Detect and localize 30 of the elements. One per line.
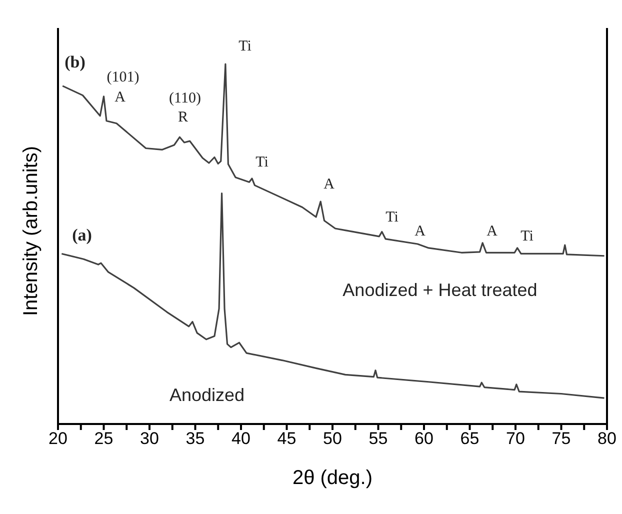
annotation: Ti (520, 228, 534, 244)
annotation: Anodized + Heat treated (342, 280, 538, 300)
x-tick-label: 80 (598, 429, 616, 448)
x-tick-label: 55 (368, 429, 388, 448)
x-tick-label: 35 (186, 429, 205, 448)
annotation: Ti (256, 154, 268, 170)
x-tick-label: 20 (48, 429, 68, 448)
annotation: Anodized (169, 385, 245, 405)
x-tick-label: 75 (552, 429, 571, 448)
annotation: (a) (72, 226, 92, 244)
x-tick-label: 30 (140, 429, 159, 448)
y-axis-title: Intensity (arb.units) (20, 146, 42, 316)
annotation: Ti (386, 210, 398, 226)
x-tick-label: 70 (506, 429, 525, 448)
text: Ti (238, 38, 252, 54)
annotation: A (414, 224, 426, 240)
x-tick-label: 50 (323, 429, 342, 448)
x-tick-label: 65 (460, 429, 480, 448)
x-axis-title: 2θ (deg.) (292, 467, 373, 489)
annotation: (b) (64, 52, 86, 72)
annotation: A (324, 176, 334, 192)
x-tick-label: 25 (94, 429, 114, 448)
x-tick-label: 45 (277, 429, 296, 448)
annotation: R (178, 110, 188, 126)
x-tick-label: 60 (414, 429, 434, 448)
annotation: A (114, 90, 126, 106)
annotation: (110) (169, 90, 201, 106)
annotation: A (486, 224, 498, 240)
annotation: (101) (106, 70, 140, 86)
x-tick-label: 40 (232, 429, 250, 448)
